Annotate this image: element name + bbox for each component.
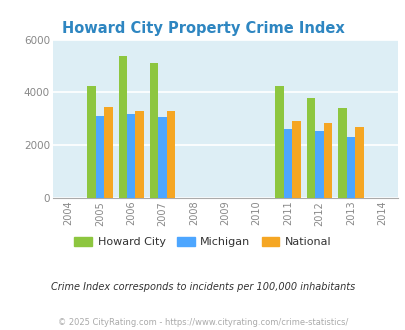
Bar xyxy=(127,114,135,198)
Bar xyxy=(346,137,354,198)
Bar xyxy=(118,56,127,198)
Bar xyxy=(166,112,175,198)
Bar xyxy=(87,86,95,198)
Text: © 2025 CityRating.com - https://www.cityrating.com/crime-statistics/: © 2025 CityRating.com - https://www.city… xyxy=(58,318,347,327)
Bar xyxy=(149,63,158,198)
Bar xyxy=(135,111,143,198)
Text: Crime Index corresponds to incidents per 100,000 inhabitants: Crime Index corresponds to incidents per… xyxy=(51,282,354,292)
Bar xyxy=(158,117,166,198)
Bar xyxy=(323,123,331,198)
Bar xyxy=(306,98,314,198)
Bar xyxy=(337,108,346,198)
Bar xyxy=(314,131,323,198)
Bar xyxy=(104,107,112,198)
Bar xyxy=(95,116,104,198)
Bar xyxy=(283,129,292,198)
Bar xyxy=(275,86,283,198)
Bar xyxy=(292,121,300,198)
Legend: Howard City, Michigan, National: Howard City, Michigan, National xyxy=(70,233,335,252)
Text: Howard City Property Crime Index: Howard City Property Crime Index xyxy=(62,21,343,36)
Bar xyxy=(354,127,362,198)
